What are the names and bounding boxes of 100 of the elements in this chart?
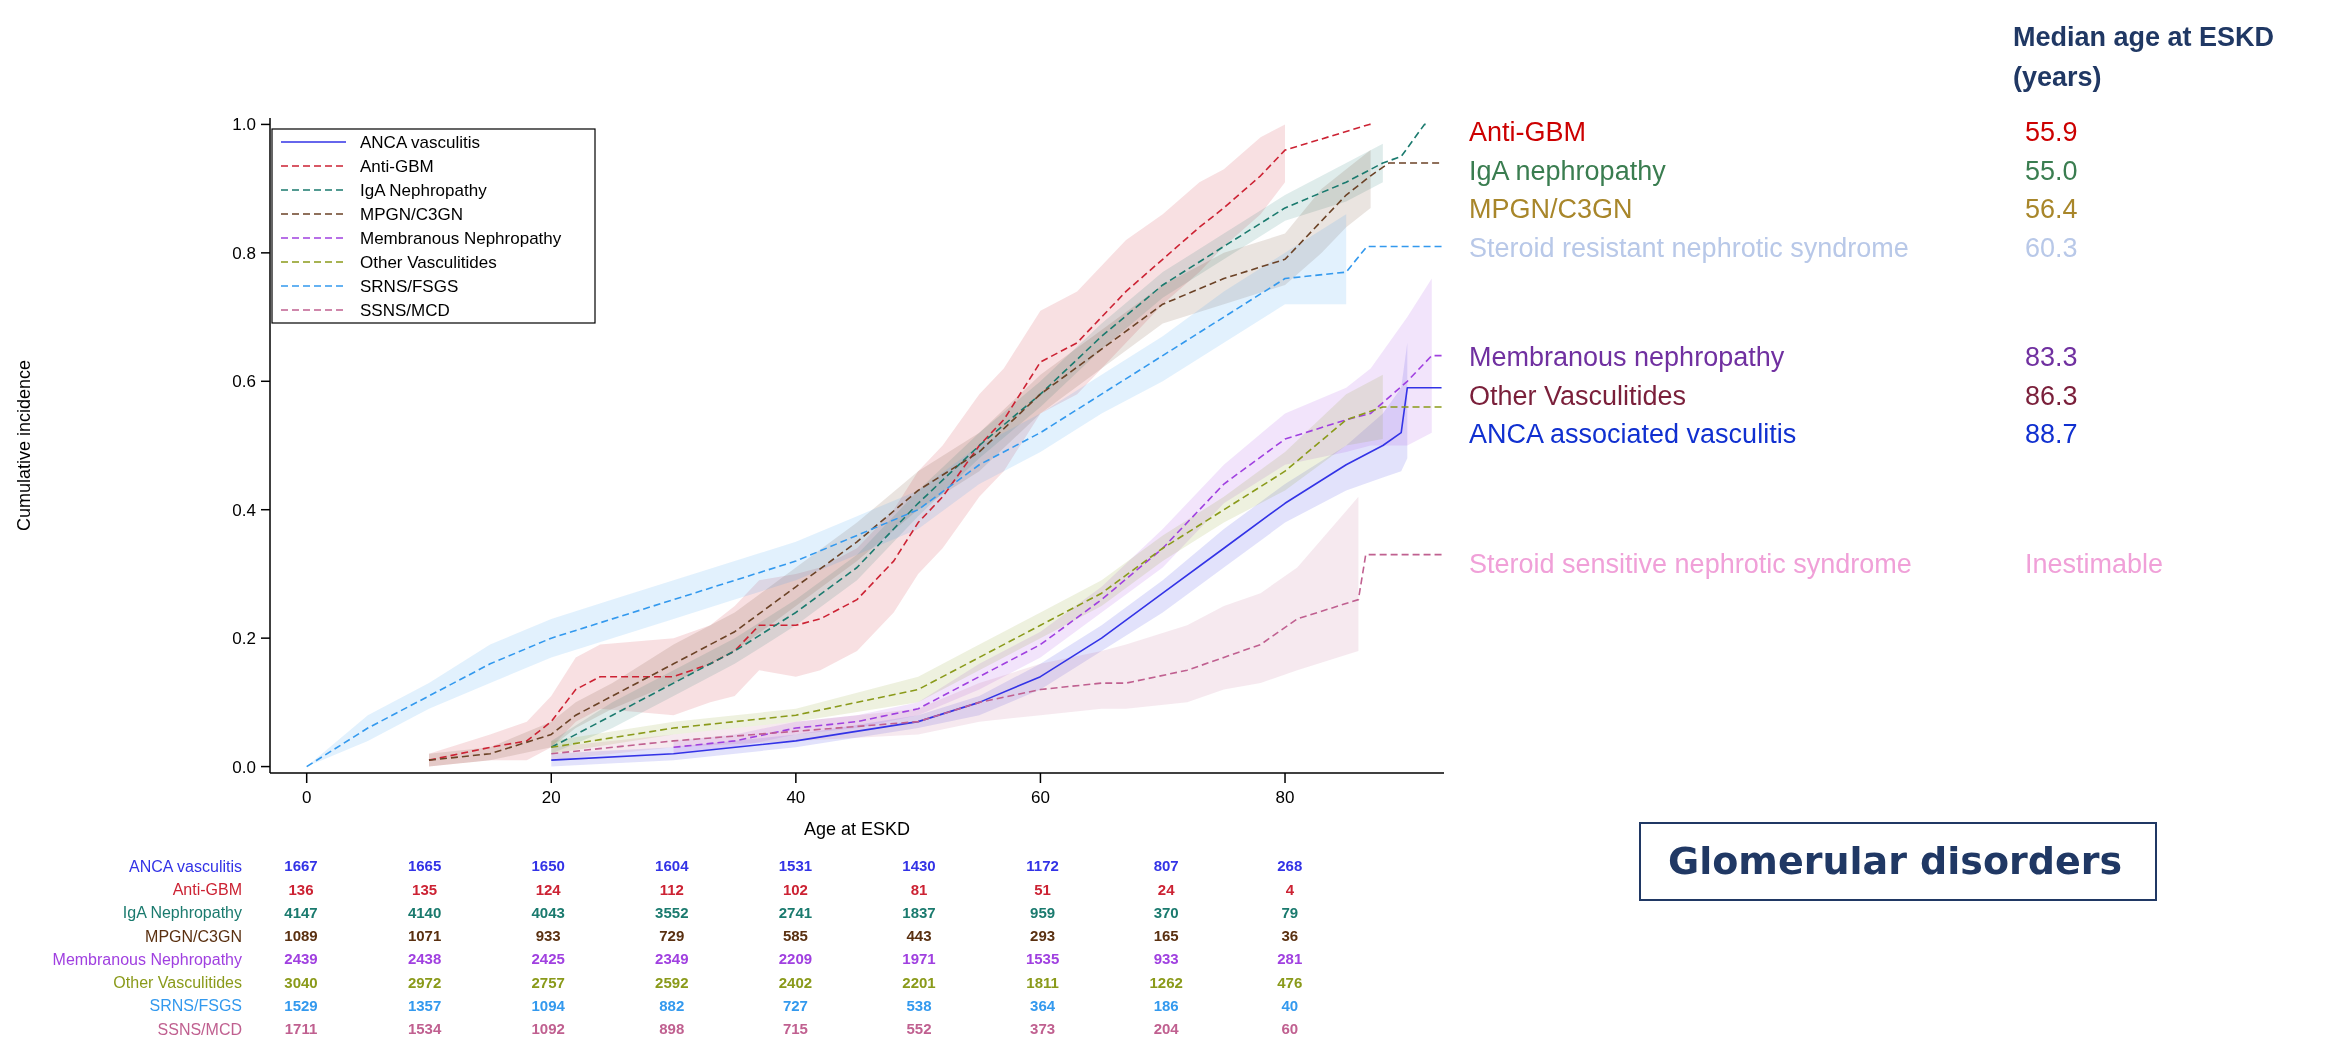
data-label: 1811 xyxy=(1026,973,1059,991)
y-tick-label: IgA Nephropathy xyxy=(122,904,242,922)
data-label: 552 xyxy=(906,1020,932,1038)
data-label: 2972 xyxy=(407,973,442,991)
data-label: 4043 xyxy=(531,903,565,921)
data-label: 40 xyxy=(1281,997,1299,1015)
data-label: 4140 xyxy=(407,903,442,921)
data-label: 51 xyxy=(1034,880,1051,898)
data-label: 136 xyxy=(288,880,314,898)
data-label: 476 xyxy=(1277,973,1303,991)
data-label: 1262 xyxy=(1149,973,1183,991)
data-label: 1604 xyxy=(655,857,690,875)
data-label: 898 xyxy=(659,1020,685,1038)
y-tick-label: 0.8 xyxy=(232,243,256,263)
text: 55.0 xyxy=(2025,155,2078,186)
y-tick-label: SRNS/FSGS xyxy=(149,997,242,1015)
text: Median age at ESKD (years) xyxy=(2013,22,2275,92)
y-tick-label: 1.0 xyxy=(232,115,256,135)
data-label: 727 xyxy=(782,997,808,1015)
data-label: 1534 xyxy=(407,1020,442,1038)
x-tick-label: 80 xyxy=(1275,788,1295,807)
data-label: 204 xyxy=(1153,1020,1180,1038)
data-label: 24 xyxy=(1157,880,1176,898)
category-label: ANCA associated vasculitis xyxy=(1469,419,1797,450)
text: 60.3 xyxy=(2025,232,2078,263)
data-label: 715 xyxy=(782,1020,808,1038)
data-label: 3040 xyxy=(284,973,318,991)
data-label: 2402 xyxy=(778,973,813,991)
y-tick-label: 0.6 xyxy=(232,372,256,392)
data-label: 1172 xyxy=(1026,857,1059,875)
y-tick-label: MPGN/C3GN xyxy=(145,927,242,945)
data-label: 933 xyxy=(1153,950,1179,968)
data-label: 135 xyxy=(412,880,438,898)
y-tick-label: 0.4 xyxy=(232,500,256,520)
data-label: 1071 xyxy=(407,927,442,945)
text: Glomerular disorders xyxy=(1668,839,2123,884)
text: 83.3 xyxy=(2025,342,2078,372)
data-label: 373 xyxy=(1030,1020,1056,1038)
data-label: 933 xyxy=(535,927,561,945)
y-tick-label: Other Vasculitides xyxy=(113,974,242,992)
data-label: 2209 xyxy=(778,950,813,968)
data-label: 2592 xyxy=(655,973,689,991)
y-tick-label: Membranous Nephropathy xyxy=(52,950,242,968)
x-tick-label: 0 xyxy=(301,788,312,807)
y-axis-title: Cumulative incidence xyxy=(14,359,34,532)
legend-label: MPGN/C3GN xyxy=(360,204,463,224)
x-tick-label: 60 xyxy=(1030,788,1050,807)
data-label: 1971 xyxy=(902,950,936,968)
y-tick-label: 0.0 xyxy=(232,757,256,777)
y-tick-label: ANCA vasculitis xyxy=(129,857,242,875)
data-label: 2741 xyxy=(778,903,813,921)
data-label: 370 xyxy=(1153,903,1179,921)
legend-label: SRNS/FSGS xyxy=(360,276,459,296)
data-label: 2425 xyxy=(531,950,565,968)
x-axis-title: Age at ESKD xyxy=(803,819,911,839)
data-label: 1711 xyxy=(284,1020,318,1038)
y-tick-label: 0.2 xyxy=(232,629,256,649)
data-label: 729 xyxy=(659,927,685,945)
data-label: 585 xyxy=(782,927,808,945)
category-label: Other Vasculitides xyxy=(1469,380,1687,411)
data-label: 1430 xyxy=(902,857,936,875)
category-label: Anti-GBM xyxy=(1469,117,1587,147)
data-label: 36 xyxy=(1281,927,1299,945)
text: 56.4 xyxy=(2025,194,2078,225)
data-label: 1650 xyxy=(531,857,565,875)
data-label: 2438 xyxy=(407,950,442,968)
legend-label: IgA Nephropathy xyxy=(360,180,488,200)
line-series xyxy=(550,553,1443,755)
line-series xyxy=(672,354,1443,749)
data-label: 102 xyxy=(782,880,808,898)
category-label: Steroid sensitive nephrotic syndrome xyxy=(1469,549,1912,579)
data-label: 1837 xyxy=(902,903,936,921)
data-label: 268 xyxy=(1277,857,1303,875)
data-label: 443 xyxy=(906,927,932,945)
legend-label: Other Vasculitides xyxy=(360,252,497,272)
data-label: 1665 xyxy=(407,857,442,875)
x-tick-label: 40 xyxy=(786,788,806,807)
data-label: 2349 xyxy=(655,950,689,968)
data-label: 1357 xyxy=(407,997,442,1015)
data-label: 81 xyxy=(910,880,928,898)
legend-label: ANCA vasculitis xyxy=(360,132,480,152)
text: 55.9 xyxy=(2025,117,2078,147)
data-label: 124 xyxy=(535,880,562,898)
data-label: 807 xyxy=(1153,857,1179,875)
data-label: 538 xyxy=(906,997,932,1015)
data-label: 959 xyxy=(1030,903,1056,921)
data-label: 1667 xyxy=(284,857,318,875)
category-label: Steroid resistant nephrotic syndrome xyxy=(1469,232,1909,263)
text: 88.7 xyxy=(2025,419,2078,450)
data-label: 1094 xyxy=(531,997,566,1015)
data-label: 2439 xyxy=(284,950,318,968)
data-label: 882 xyxy=(659,997,685,1015)
data-label: 79 xyxy=(1281,903,1299,921)
data-label: 1535 xyxy=(1025,950,1060,968)
data-label: 293 xyxy=(1030,927,1056,945)
data-label: 112 xyxy=(659,880,684,898)
data-label: 4 xyxy=(1285,880,1295,898)
legend-label: SSNS/MCD xyxy=(360,300,450,320)
data-label: 60 xyxy=(1281,1020,1299,1038)
legend-label: Anti-GBM xyxy=(360,156,434,176)
